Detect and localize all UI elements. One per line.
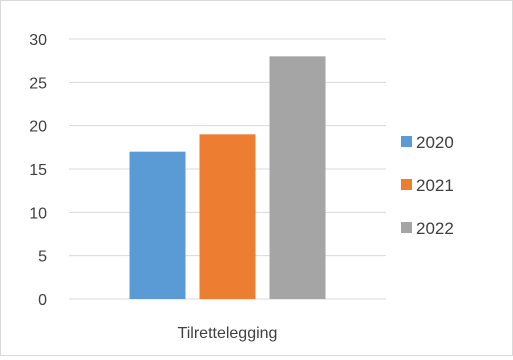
legend-label-2021[interactable]: 2021	[416, 176, 454, 195]
bar-2021[interactable]	[199, 134, 256, 299]
x-category-label: Tilrettelegging	[178, 325, 278, 342]
bar-2020[interactable]	[129, 151, 186, 299]
y-tick-label: 30	[29, 32, 47, 49]
y-tick-label: 25	[29, 75, 47, 92]
y-tick-label: 0	[38, 292, 47, 309]
x-axis-labels: Tilrettelegging	[178, 325, 278, 342]
bar-2022[interactable]	[269, 56, 326, 300]
legend-label-2022[interactable]: 2022	[416, 219, 454, 238]
y-tick-label: 10	[29, 205, 47, 222]
y-axis-ticks: 0 5 10 15 20 25 30	[29, 32, 47, 309]
y-tick-label: 20	[29, 119, 47, 136]
bars	[129, 56, 326, 300]
legend-swatch-2020	[401, 136, 412, 147]
legend-label-2020[interactable]: 2020	[416, 133, 454, 152]
y-tick-label: 5	[38, 249, 47, 266]
legend-swatch-2022	[401, 222, 412, 233]
legend[interactable]: 2020 2021 2022	[401, 133, 454, 238]
legend-swatch-2021	[401, 179, 412, 190]
y-tick-label: 15	[29, 162, 47, 179]
